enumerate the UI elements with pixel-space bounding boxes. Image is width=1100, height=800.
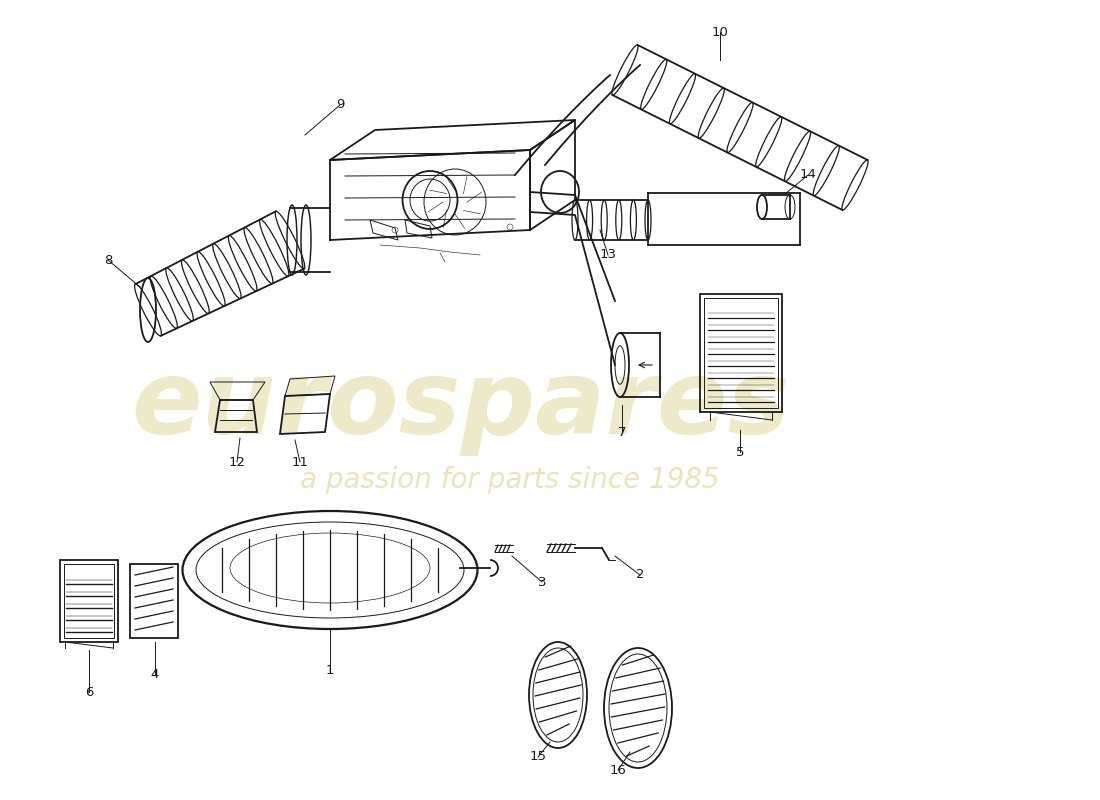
Bar [64, 564, 114, 638]
Text: 9: 9 [336, 98, 344, 111]
Text: 15: 15 [529, 750, 547, 763]
Text: 2: 2 [636, 569, 645, 582]
Bar [130, 564, 178, 638]
Text: 8: 8 [103, 254, 112, 266]
Text: 10: 10 [712, 26, 728, 38]
Text: 11: 11 [292, 455, 308, 469]
Text: eurospares: eurospares [131, 354, 789, 455]
Text: 4: 4 [151, 669, 160, 682]
Text: 14: 14 [800, 169, 816, 182]
Text: a passion for parts since 1985: a passion for parts since 1985 [300, 466, 719, 494]
Text: 3: 3 [538, 575, 547, 589]
Text: 5: 5 [736, 446, 745, 458]
Text: 13: 13 [600, 249, 616, 262]
Text: 12: 12 [229, 455, 245, 469]
Text: 7: 7 [618, 426, 626, 438]
Text: 16: 16 [609, 763, 626, 777]
Bar [60, 560, 118, 642]
Text: 6: 6 [85, 686, 94, 698]
Text: 1: 1 [326, 663, 334, 677]
